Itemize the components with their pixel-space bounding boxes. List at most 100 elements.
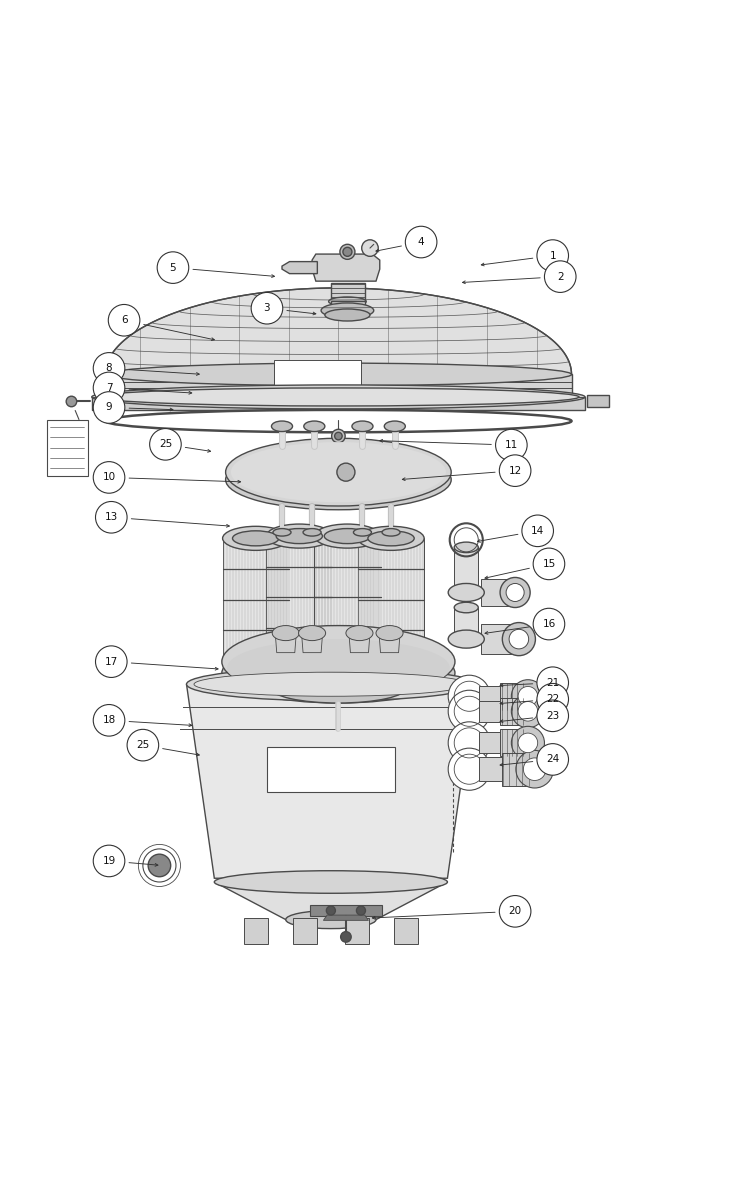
Ellipse shape	[321, 302, 374, 318]
Text: 10: 10	[102, 473, 116, 482]
Bar	[244, 918, 268, 943]
Polygon shape	[500, 697, 524, 725]
Bar	[293, 448, 384, 504]
Circle shape	[108, 305, 140, 336]
Ellipse shape	[226, 438, 451, 506]
Circle shape	[157, 252, 189, 283]
Ellipse shape	[448, 676, 490, 718]
Circle shape	[341, 931, 351, 942]
Ellipse shape	[346, 625, 373, 641]
Ellipse shape	[511, 726, 544, 760]
Ellipse shape	[518, 686, 538, 706]
Text: 25: 25	[159, 439, 172, 449]
Ellipse shape	[454, 542, 478, 553]
Ellipse shape	[105, 364, 572, 385]
Text: 14: 14	[531, 526, 544, 536]
Ellipse shape	[272, 625, 299, 641]
Ellipse shape	[92, 385, 585, 409]
Circle shape	[496, 430, 527, 461]
Ellipse shape	[516, 750, 553, 788]
Circle shape	[522, 515, 553, 547]
Ellipse shape	[303, 528, 321, 536]
Bar	[267, 746, 395, 792]
Ellipse shape	[105, 388, 572, 407]
Polygon shape	[186, 684, 475, 878]
Ellipse shape	[448, 748, 490, 791]
Ellipse shape	[382, 528, 400, 536]
Text: 9: 9	[106, 402, 112, 413]
Ellipse shape	[518, 733, 538, 752]
Polygon shape	[310, 905, 382, 916]
Ellipse shape	[266, 649, 332, 668]
Ellipse shape	[325, 308, 370, 322]
Ellipse shape	[518, 702, 538, 721]
Polygon shape	[587, 396, 609, 408]
Ellipse shape	[506, 583, 524, 601]
Ellipse shape	[523, 758, 546, 780]
Ellipse shape	[98, 388, 579, 406]
Polygon shape	[481, 578, 515, 606]
Polygon shape	[282, 262, 317, 274]
Ellipse shape	[223, 652, 289, 671]
Circle shape	[340, 245, 355, 259]
Bar	[47, 420, 88, 476]
Text: 2: 2	[557, 271, 563, 282]
Ellipse shape	[324, 528, 371, 544]
Circle shape	[499, 895, 531, 928]
Ellipse shape	[232, 530, 279, 546]
Text: 12: 12	[508, 466, 522, 475]
Ellipse shape	[454, 602, 478, 613]
Circle shape	[405, 227, 437, 258]
Circle shape	[251, 293, 283, 324]
Ellipse shape	[353, 528, 371, 536]
Polygon shape	[331, 283, 365, 299]
Bar	[331, 301, 365, 307]
Ellipse shape	[226, 450, 451, 510]
Text: 21: 21	[546, 678, 559, 688]
Bar	[274, 360, 361, 388]
Circle shape	[150, 428, 181, 460]
Circle shape	[537, 744, 569, 775]
Ellipse shape	[214, 871, 447, 893]
Ellipse shape	[271, 673, 406, 703]
Ellipse shape	[222, 643, 455, 703]
Text: 4: 4	[418, 238, 424, 247]
Text: 6: 6	[121, 316, 127, 325]
Text: 17: 17	[105, 656, 118, 667]
Ellipse shape	[246, 448, 348, 504]
Polygon shape	[312, 254, 380, 281]
Ellipse shape	[384, 421, 405, 432]
Text: 11: 11	[505, 440, 518, 450]
Ellipse shape	[329, 448, 431, 504]
Circle shape	[537, 684, 569, 715]
Ellipse shape	[299, 625, 326, 641]
Ellipse shape	[358, 527, 424, 551]
Text: 7: 7	[106, 383, 112, 392]
Text: 23: 23	[546, 710, 559, 721]
Circle shape	[537, 240, 569, 271]
Polygon shape	[479, 701, 502, 722]
Ellipse shape	[276, 528, 323, 544]
Polygon shape	[500, 730, 524, 756]
Polygon shape	[105, 288, 572, 397]
Text: 24: 24	[546, 755, 559, 764]
Text: 18: 18	[102, 715, 116, 725]
Circle shape	[332, 430, 345, 443]
Ellipse shape	[223, 527, 289, 551]
Circle shape	[93, 845, 125, 877]
Bar	[394, 918, 418, 943]
Circle shape	[96, 502, 127, 533]
Polygon shape	[500, 683, 524, 709]
Ellipse shape	[186, 667, 475, 701]
Ellipse shape	[227, 640, 450, 696]
Text: 8: 8	[106, 364, 112, 373]
Circle shape	[537, 667, 569, 698]
Text: 16: 16	[542, 619, 556, 629]
Text: 25: 25	[136, 740, 150, 750]
Circle shape	[326, 906, 335, 916]
Ellipse shape	[509, 629, 529, 649]
Text: 22: 22	[546, 695, 559, 704]
Circle shape	[96, 646, 127, 678]
Polygon shape	[479, 685, 502, 707]
Ellipse shape	[329, 296, 366, 306]
